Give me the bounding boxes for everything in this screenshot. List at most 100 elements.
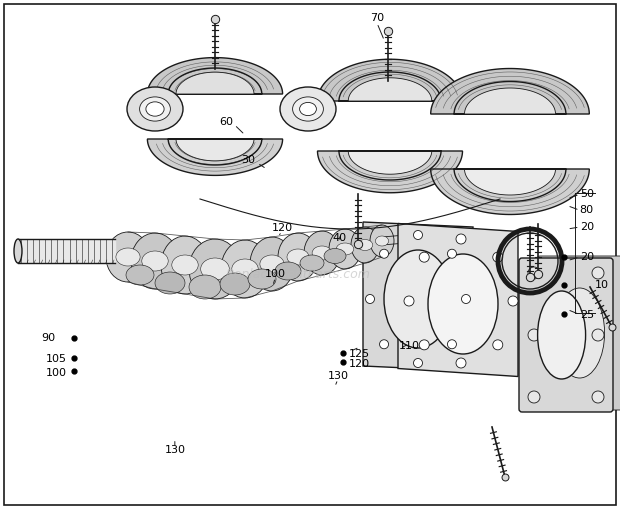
Ellipse shape xyxy=(555,288,604,378)
Ellipse shape xyxy=(189,239,241,299)
Ellipse shape xyxy=(106,232,150,282)
Circle shape xyxy=(414,358,422,367)
Ellipse shape xyxy=(221,240,269,298)
Ellipse shape xyxy=(278,233,318,281)
Ellipse shape xyxy=(357,240,373,250)
Circle shape xyxy=(528,329,540,341)
Ellipse shape xyxy=(250,237,294,291)
Ellipse shape xyxy=(161,236,209,294)
Ellipse shape xyxy=(312,246,332,260)
Text: 105: 105 xyxy=(46,354,67,364)
Circle shape xyxy=(448,340,456,349)
Ellipse shape xyxy=(146,102,164,116)
Ellipse shape xyxy=(304,231,340,275)
Circle shape xyxy=(528,391,540,403)
Text: 110: 110 xyxy=(399,341,420,351)
Circle shape xyxy=(419,252,429,262)
Text: 40: 40 xyxy=(333,233,347,243)
Ellipse shape xyxy=(232,259,258,279)
Ellipse shape xyxy=(299,102,316,116)
FancyBboxPatch shape xyxy=(519,258,613,412)
Text: 20: 20 xyxy=(580,252,594,262)
Ellipse shape xyxy=(131,233,179,289)
Circle shape xyxy=(493,340,503,350)
Ellipse shape xyxy=(324,248,346,264)
Circle shape xyxy=(456,234,466,244)
Polygon shape xyxy=(464,88,556,114)
Polygon shape xyxy=(464,169,556,195)
Text: 90: 90 xyxy=(42,333,56,344)
Ellipse shape xyxy=(189,275,221,299)
Text: 25: 25 xyxy=(580,309,594,320)
Polygon shape xyxy=(348,78,432,101)
Ellipse shape xyxy=(260,255,284,273)
Polygon shape xyxy=(176,72,254,94)
Ellipse shape xyxy=(142,251,168,271)
Text: 70: 70 xyxy=(370,13,384,23)
Circle shape xyxy=(592,267,604,279)
Ellipse shape xyxy=(248,269,276,289)
Ellipse shape xyxy=(116,248,140,266)
Text: 10: 10 xyxy=(595,280,609,290)
Text: 125: 125 xyxy=(349,349,370,359)
Polygon shape xyxy=(348,151,432,174)
Circle shape xyxy=(414,231,422,240)
Ellipse shape xyxy=(280,87,336,131)
Text: 30: 30 xyxy=(241,155,255,165)
Circle shape xyxy=(456,358,466,368)
Text: 80: 80 xyxy=(580,205,594,215)
Ellipse shape xyxy=(336,243,354,255)
Text: 100: 100 xyxy=(46,367,67,378)
Ellipse shape xyxy=(300,255,324,271)
Ellipse shape xyxy=(293,97,324,121)
Circle shape xyxy=(592,329,604,341)
Polygon shape xyxy=(176,139,254,161)
Ellipse shape xyxy=(538,291,586,379)
Ellipse shape xyxy=(127,87,183,131)
Ellipse shape xyxy=(201,258,229,280)
Polygon shape xyxy=(431,69,589,114)
Ellipse shape xyxy=(140,97,170,121)
Circle shape xyxy=(366,295,374,303)
Text: 60: 60 xyxy=(219,117,233,127)
Circle shape xyxy=(592,391,604,403)
Text: 100: 100 xyxy=(265,269,286,279)
Polygon shape xyxy=(398,223,518,377)
FancyBboxPatch shape xyxy=(537,256,620,410)
Ellipse shape xyxy=(384,250,452,348)
Ellipse shape xyxy=(220,273,250,295)
Ellipse shape xyxy=(172,255,198,275)
Circle shape xyxy=(528,267,540,279)
Text: 120: 120 xyxy=(272,223,293,233)
Ellipse shape xyxy=(126,265,154,285)
Polygon shape xyxy=(317,59,463,101)
Circle shape xyxy=(379,340,389,349)
Circle shape xyxy=(461,295,471,303)
Ellipse shape xyxy=(275,262,301,280)
Circle shape xyxy=(508,296,518,306)
Ellipse shape xyxy=(155,272,185,294)
Text: ReplacementParts.com: ReplacementParts.com xyxy=(225,268,370,281)
Ellipse shape xyxy=(329,229,361,269)
Polygon shape xyxy=(431,169,589,214)
Ellipse shape xyxy=(375,236,389,246)
Text: 130: 130 xyxy=(327,371,348,381)
Ellipse shape xyxy=(351,227,379,263)
Text: 50: 50 xyxy=(580,189,594,200)
Circle shape xyxy=(419,340,429,350)
Circle shape xyxy=(448,249,456,258)
Ellipse shape xyxy=(287,249,309,265)
Text: 20: 20 xyxy=(580,222,594,232)
Ellipse shape xyxy=(14,239,22,263)
Polygon shape xyxy=(148,58,283,94)
Circle shape xyxy=(404,296,414,306)
Text: 120: 120 xyxy=(349,359,370,369)
Circle shape xyxy=(379,249,389,258)
Circle shape xyxy=(493,252,503,262)
Polygon shape xyxy=(148,139,283,176)
Ellipse shape xyxy=(370,225,394,257)
Text: 130: 130 xyxy=(164,445,185,456)
Polygon shape xyxy=(317,151,463,193)
Ellipse shape xyxy=(428,254,498,354)
Polygon shape xyxy=(363,222,473,371)
